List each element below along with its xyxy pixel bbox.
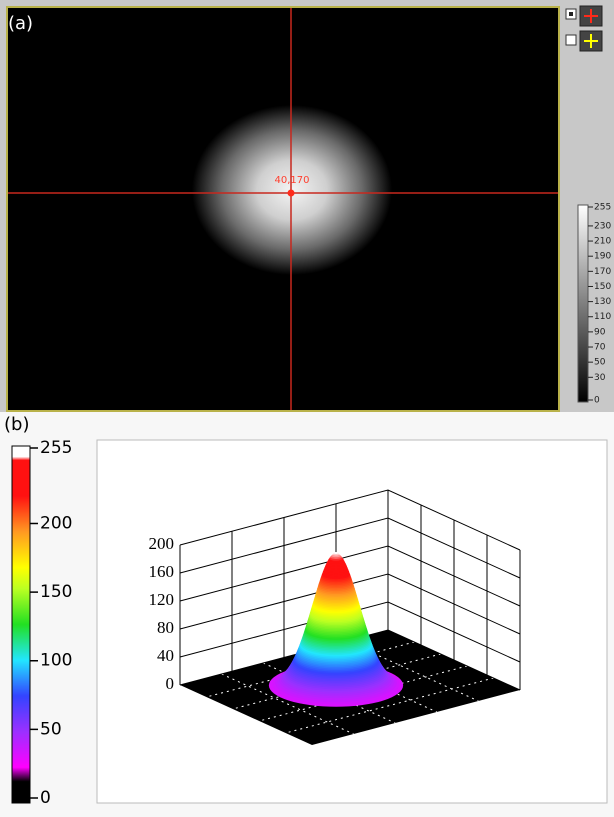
colorbar-label: 0	[594, 396, 600, 406]
z-tick-label: 40	[157, 646, 174, 665]
panel-label: (a)	[8, 13, 33, 34]
colorbar-label: 210	[594, 237, 611, 247]
toggle-box[interactable]	[566, 35, 576, 45]
colorbar-label: 90	[594, 327, 606, 337]
z-tick-label: 200	[149, 534, 175, 553]
colorbar-label: 100	[40, 651, 72, 671]
toggle-fill	[569, 12, 573, 16]
cursor-label: 40,170	[275, 175, 310, 186]
colorbar-label: 130	[594, 297, 611, 307]
z-tick-label: 120	[149, 590, 175, 609]
colorbar-label: 150	[594, 282, 611, 292]
figure: 40,170 (a) (b) 0 40 80 120 160 200 255 230 210 1…	[0, 0, 614, 817]
page: 40,170 (a) (b) 0 40 80 120 160 200 255 230 210 1…	[0, 0, 614, 817]
cursor-dot	[288, 190, 295, 197]
colorbar-label: 170	[594, 267, 611, 277]
colorbar-label: 230	[594, 221, 611, 231]
colorbar-label: 70	[594, 343, 606, 353]
colorbar-label: 50	[40, 719, 62, 739]
colorbar-label: 255	[594, 203, 611, 213]
colorbar-label: 30	[594, 373, 606, 383]
z-tick-label: 160	[149, 562, 175, 581]
peak-layer	[334, 552, 338, 554]
colorbar-label: 50	[594, 358, 606, 368]
colorbar-label: 0	[40, 788, 51, 808]
colorbar-label: 110	[594, 312, 611, 322]
colorbar-a	[578, 205, 588, 402]
panel-label: (b)	[4, 414, 29, 435]
z-tick-label: 0	[166, 674, 175, 693]
colorbar-label: 200	[40, 513, 72, 533]
colorbar-label: 150	[40, 582, 72, 602]
colorbar-b	[12, 446, 30, 803]
colorbar-label: 255	[40, 438, 72, 458]
colorbar-label: 190	[594, 252, 611, 262]
z-tick-label: 80	[157, 618, 174, 637]
